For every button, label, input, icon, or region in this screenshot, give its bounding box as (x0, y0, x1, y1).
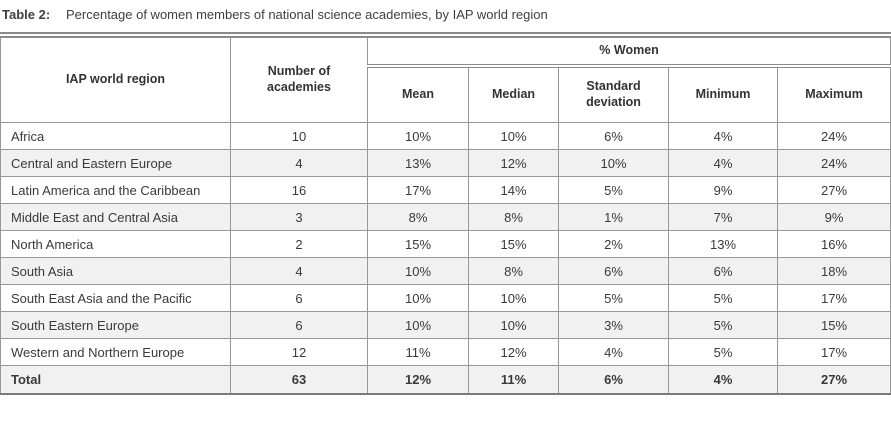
cell-median: 10% (468, 284, 559, 312)
cell-region: Africa (0, 122, 231, 150)
cell-std-deviation: 2% (558, 230, 669, 258)
cell-mean: 13% (367, 149, 469, 177)
table-row-south-asia: South Asia 4 10% 8% 6% 6% 18% (0, 257, 891, 285)
cell-region: North America (0, 230, 231, 258)
cell-mean: 15% (367, 230, 469, 258)
cell-std-deviation: 5% (558, 176, 669, 204)
cell-maximum: 15% (776, 311, 891, 339)
cell-academies: 16 (230, 176, 368, 204)
header-region: IAP world region (0, 38, 231, 123)
cell-mean: 11% (367, 338, 469, 366)
cell-academies: 3 (230, 203, 368, 231)
cell-mean: 17% (367, 176, 469, 204)
cell-std-deviation: 5% (558, 284, 669, 312)
cell-region: Central and Eastern Europe (0, 149, 231, 177)
header-median: Median (468, 65, 559, 123)
cell-mean: 8% (367, 203, 469, 231)
header-minimum: Minimum (668, 65, 778, 123)
cell-std-deviation: 4% (558, 338, 669, 366)
cell-maximum: 18% (776, 257, 891, 285)
cell-minimum: 5% (668, 284, 778, 312)
cell-academies: 4 (230, 149, 368, 177)
cell-median: 12% (468, 149, 559, 177)
header-row-stats: Mean Median Standard deviation Minimum M… (1, 65, 891, 123)
cell-region: Middle East and Central Asia (0, 203, 231, 231)
cell-maximum: 16% (776, 230, 891, 258)
table-row-total: Total 63 12% 11% 6% 4% 27% (0, 365, 891, 395)
cell-region: South East Asia and the Pacific (0, 284, 231, 312)
cell-std-deviation: 1% (558, 203, 669, 231)
cell-maximum: 17% (776, 284, 891, 312)
header-maximum: Maximum (776, 65, 891, 123)
cell-std-deviation: 10% (558, 149, 669, 177)
cell-minimum: 5% (668, 311, 778, 339)
header-academies: Number of academies (230, 38, 368, 123)
cell-mean: 10% (367, 284, 469, 312)
cell-academies: 4 (230, 257, 368, 285)
cell-maximum: 27% (776, 176, 891, 204)
header-row-group: IAP world region Number of academies % W… (0, 38, 891, 123)
cell-std-deviation: 6% (558, 122, 669, 150)
cell-minimum: 7% (668, 203, 778, 231)
cell-minimum: 6% (668, 257, 778, 285)
women-academies-table: IAP world region Number of academies % W… (0, 38, 891, 395)
cell-mean: 10% (367, 257, 469, 285)
cell-minimum: 5% (668, 338, 778, 366)
table-row-western-northern-europe: Western and Northern Europe 12 11% 12% 4… (0, 338, 891, 366)
cell-region: Latin America and the Caribbean (0, 176, 231, 204)
cell-region-total: Total (0, 365, 231, 395)
cell-median: 15% (468, 230, 559, 258)
cell-minimum: 9% (668, 176, 778, 204)
cell-std-deviation-total: 6% (558, 365, 669, 395)
table-row-latin-america: Latin America and the Caribbean 16 17% 1… (0, 176, 891, 204)
cell-academies-total: 63 (230, 365, 368, 395)
cell-median: 14% (468, 176, 559, 204)
header-mean: Mean (367, 65, 469, 123)
cell-minimum: 4% (668, 149, 778, 177)
cell-maximum: 24% (776, 122, 891, 150)
cell-minimum: 4% (668, 122, 778, 150)
cell-minimum: 13% (668, 230, 778, 258)
table-row-middle-east-central-asia: Middle East and Central Asia 3 8% 8% 1% … (0, 203, 891, 231)
table-caption: Table 2: Percentage of women members of … (0, 0, 891, 29)
cell-median: 10% (468, 311, 559, 339)
cell-std-deviation: 6% (558, 257, 669, 285)
table-row-north-america: North America 2 15% 15% 2% 13% 16% (0, 230, 891, 258)
cell-maximum: 9% (776, 203, 891, 231)
cell-maximum-total: 27% (776, 365, 891, 395)
table-row-africa: Africa 10 10% 10% 6% 4% 24% (0, 122, 891, 150)
cell-region: South Eastern Europe (0, 311, 231, 339)
cell-academies: 6 (230, 284, 368, 312)
header-women-group: % Women (366, 38, 891, 68)
cell-academies: 2 (230, 230, 368, 258)
cell-maximum: 24% (776, 149, 891, 177)
cell-median: 10% (468, 122, 559, 150)
cell-std-deviation: 3% (558, 311, 669, 339)
table-row-central-eastern-europe: Central and Eastern Europe 4 13% 12% 10%… (0, 149, 891, 177)
cell-mean: 10% (367, 122, 469, 150)
cell-region: Western and Northern Europe (0, 338, 231, 366)
cell-mean-total: 12% (367, 365, 469, 395)
table-number-label: Table 2: (2, 7, 51, 22)
cell-academies: 10 (230, 122, 368, 150)
cell-median: 8% (468, 257, 559, 285)
cell-mean: 10% (367, 311, 469, 339)
cell-academies: 12 (230, 338, 368, 366)
cell-median: 12% (468, 338, 559, 366)
top-double-rule (0, 32, 891, 38)
cell-region: South Asia (0, 257, 231, 285)
table-row-south-eastern-europe: South Eastern Europe 6 10% 10% 3% 5% 15% (0, 311, 891, 339)
cell-academies: 6 (230, 311, 368, 339)
table-row-south-east-asia-pacific: South East Asia and the Pacific 6 10% 10… (0, 284, 891, 312)
cell-median-total: 11% (468, 365, 559, 395)
cell-median: 8% (468, 203, 559, 231)
cell-minimum-total: 4% (668, 365, 778, 395)
table-title-text: Percentage of women members of national … (66, 7, 548, 22)
header-std-deviation: Standard deviation (558, 65, 669, 123)
cell-maximum: 17% (776, 338, 891, 366)
